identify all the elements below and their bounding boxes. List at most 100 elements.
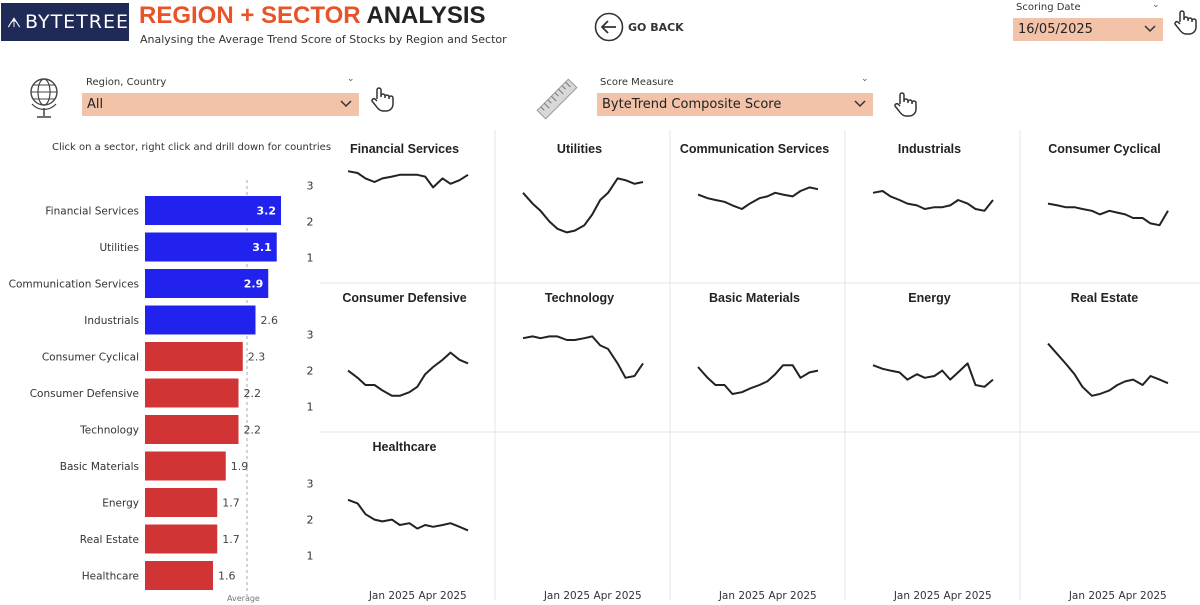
- bar-1[interactable]: [145, 232, 277, 262]
- trend-line-6: [522, 335, 644, 379]
- bar-7[interactable]: [145, 451, 226, 481]
- value-label: 2.2: [244, 387, 262, 400]
- x-tick-label: Apr 2025: [769, 590, 817, 602]
- y-tick-label: 1: [307, 550, 314, 563]
- hand-pointer-icon[interactable]: [1172, 8, 1198, 36]
- region-label: Region, Country: [86, 77, 167, 88]
- x-tick-label: Jan 2025: [893, 590, 940, 602]
- x-tick-label: Apr 2025: [594, 590, 642, 602]
- category-label: Healthcare: [82, 571, 139, 583]
- title-rest: ANALYSIS: [366, 2, 486, 29]
- category-label: Basic Materials: [60, 461, 139, 473]
- arrow-left-circle-icon: [594, 12, 624, 42]
- category-label: Energy: [102, 498, 139, 510]
- value-label: 2.3: [248, 351, 266, 364]
- panel-title: Industrials: [898, 142, 961, 156]
- bar-10[interactable]: [145, 561, 213, 590]
- scoring-date-select[interactable]: 16/05/2025: [1013, 18, 1163, 41]
- panel-title: Energy: [908, 291, 950, 305]
- globe-icon: [30, 78, 58, 118]
- chevron-down-icon: [340, 100, 352, 108]
- tree-logo-icon: [7, 17, 21, 28]
- hand-pointer-icon[interactable]: [369, 85, 395, 113]
- page-subtitle: Analysing the Average Trend Score of Sto…: [140, 33, 507, 46]
- y-tick-label: 3: [307, 180, 314, 193]
- panel-title: Real Estate: [1071, 291, 1138, 305]
- bar-2[interactable]: [145, 269, 269, 298]
- hand-pointer-icon[interactable]: [892, 90, 918, 118]
- sector-trend-small-multiples: 3 2 1 3 2 1 3 2 1 Jan 2025 Apr 2025 Jan 2025 Apr 202…: [307, 130, 1200, 602]
- bar-3[interactable]: [145, 305, 256, 335]
- value-label: 2.2: [244, 424, 262, 437]
- category-label: Consumer Defensive: [30, 388, 139, 400]
- x-tick-label: Jan 2025: [1068, 590, 1115, 602]
- trend-line-2: [697, 186, 819, 210]
- region-select[interactable]: All: [82, 93, 359, 116]
- value-label: 1.6: [218, 570, 236, 583]
- x-tick-label: Apr 2025: [944, 590, 992, 602]
- chevron-down-icon: [1144, 25, 1156, 33]
- y-tick-label: 2: [307, 216, 314, 229]
- panel-title: Technology: [545, 291, 614, 305]
- y-tick-label: 3: [307, 329, 314, 342]
- bar-5[interactable]: [145, 378, 239, 408]
- category-label: Financial Services: [45, 206, 139, 218]
- logo-text: BYTETREE: [24, 11, 129, 33]
- category-label: Real Estate: [80, 534, 139, 546]
- y-tick-label: 2: [307, 365, 314, 378]
- sector-bar-chart: Average Financial Services 3.2 Utilities 3.1…: [9, 180, 281, 603]
- chevron-down-icon[interactable]: ⌄: [861, 74, 869, 84]
- bar-8[interactable]: [145, 488, 218, 517]
- score-measure-value: ByteTrend Composite Score: [602, 97, 782, 112]
- x-tick-label: Apr 2025: [419, 590, 467, 602]
- trend-line-10: [347, 498, 469, 532]
- category-label: Industrials: [84, 315, 139, 327]
- category-label: Consumer Cyclical: [42, 352, 139, 364]
- go-back-button[interactable]: GO BACK: [594, 12, 684, 42]
- trend-line-8: [872, 362, 994, 388]
- bar-9[interactable]: [145, 524, 218, 554]
- category-label: Utilities: [99, 242, 139, 254]
- panel-title: Consumer Cyclical: [1048, 142, 1161, 156]
- trend-line-3: [872, 190, 994, 212]
- value-label: 2.9: [244, 278, 264, 291]
- score-measure-select[interactable]: ByteTrend Composite Score: [597, 93, 873, 116]
- x-tick-label: Apr 2025: [1119, 590, 1167, 602]
- region-value: All: [87, 97, 104, 112]
- category-label: Communication Services: [9, 279, 139, 291]
- trend-line-0: [347, 170, 469, 189]
- panel-title: Financial Services: [350, 142, 459, 156]
- score-measure-label: Score Measure: [600, 77, 674, 88]
- title-accent: REGION + SECTOR: [139, 2, 361, 29]
- bar-4[interactable]: [145, 342, 243, 371]
- y-tick-label: 1: [307, 401, 314, 414]
- chevron-down-icon: [854, 100, 866, 108]
- chevron-down-icon[interactable]: ⌄: [347, 74, 355, 84]
- trend-line-7: [697, 364, 819, 395]
- bar-6[interactable]: [145, 415, 239, 444]
- panel-title: Communication Services: [680, 142, 829, 156]
- value-label: 1.9: [231, 460, 249, 473]
- x-tick-label: Jan 2025: [718, 590, 765, 602]
- average-label: Average: [227, 594, 260, 603]
- value-label: 1.7: [222, 497, 240, 510]
- scoring-date-label: Scoring Date: [1016, 2, 1081, 13]
- bytetree-logo: BYTETREE: [1, 3, 129, 41]
- trend-line-4: [1047, 202, 1169, 227]
- trend-line-9: [1047, 342, 1169, 397]
- category-label: Technology: [79, 425, 139, 437]
- y-tick-label: 2: [307, 514, 314, 527]
- instructions-text: Click on a sector, right click and drill…: [52, 142, 332, 153]
- bar-0[interactable]: [145, 196, 281, 225]
- x-tick-label: Jan 2025: [543, 590, 590, 602]
- ruler-icon: [536, 78, 578, 120]
- page-title: REGION + SECTOR ANALYSIS: [139, 2, 486, 30]
- y-tick-label: 3: [307, 478, 314, 491]
- value-label: 3.1: [252, 241, 272, 254]
- panel-title: Utilities: [557, 142, 602, 156]
- panel-title: Healthcare: [373, 440, 437, 454]
- chevron-down-icon[interactable]: ⌄: [1152, 0, 1160, 10]
- x-tick-label: Jan 2025: [368, 590, 415, 602]
- scoring-date-value: 16/05/2025: [1018, 22, 1093, 37]
- panel-title: Consumer Defensive: [342, 291, 466, 305]
